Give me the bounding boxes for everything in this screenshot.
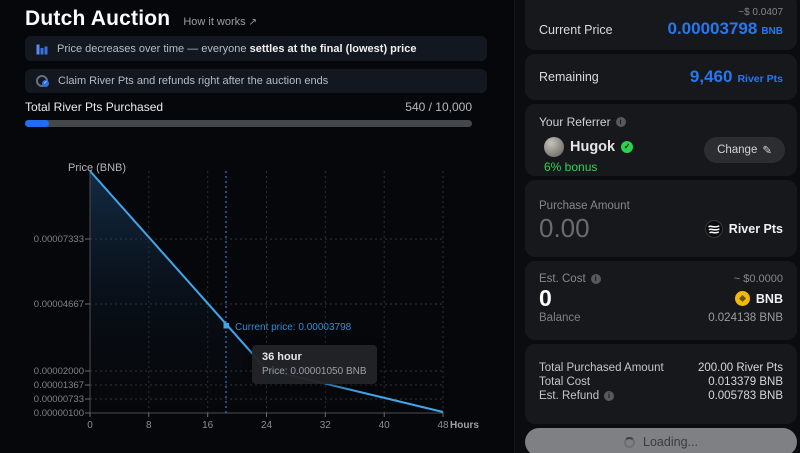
spinner-icon [624, 436, 636, 448]
progress-value: 540 / 10,000 [405, 100, 472, 114]
svg-text:0.00002000: 0.00002000 [34, 366, 84, 377]
est-refund-label: Est. Refund [539, 390, 615, 402]
pencil-icon: ✎ [762, 145, 772, 157]
total-purchased-value: 200.00 River Pts [697, 362, 783, 374]
external-link-icon: ↗ [248, 17, 258, 28]
summary-row: Total Cost 0.013379 BNB [539, 375, 783, 389]
bar-chart-icon [36, 44, 48, 54]
river-pts-label: River Pts [728, 221, 783, 236]
svg-text:16: 16 [202, 420, 214, 431]
river-pts-icon [704, 219, 723, 238]
claim-refund-icon: ✓ [36, 75, 49, 87]
svg-text:0.00004667: 0.00004667 [34, 299, 84, 310]
svg-text:40: 40 [379, 420, 391, 431]
loading-button-label: Loading... [643, 435, 698, 449]
change-referrer-button[interactable]: Change ✎ [704, 137, 785, 163]
bnb-coin-icon [734, 291, 750, 307]
chart-tooltip: 36 hour Price: 0.00001050 BNB [252, 345, 377, 384]
axis-ticks [85, 238, 444, 417]
banner-claim-refunds: ✓ Claim River Pts and refunds right afte… [25, 69, 487, 93]
y-tick-labels: 0.00007333 0.00004667 0.00002000 0.00001… [34, 234, 84, 419]
summary-card: Total Purchased Amount 200.00 River Pts … [525, 344, 797, 424]
current-price-label: Current Price [539, 23, 613, 37]
total-purchased-label: Total Purchased Amount [539, 362, 664, 374]
chart-title: Price (BNB) [68, 162, 126, 174]
tooltip-body: Price: 0.00001050 BNB [262, 366, 367, 377]
info-icon[interactable] [615, 117, 626, 127]
page-header: Dutch Auction How it works ↗ [25, 7, 257, 31]
est-cost-value: 0 [539, 285, 552, 311]
price-chart-svg: Price (BNB) [34, 162, 480, 431]
info-icon[interactable] [590, 274, 601, 284]
banner-price-decreases: Price decreases over time — everyone set… [25, 36, 487, 61]
progress-label: Total River Pts Purchased [25, 100, 164, 114]
how-it-works-link[interactable]: How it works ↗ [183, 16, 258, 28]
referrer-label: Your Referrer [539, 115, 783, 129]
area-fill [90, 171, 443, 413]
est-cost-card: Est. Cost ~ $0.0000 0 BNB Balance 0.0241… [525, 261, 797, 340]
balance-value: 0.024138 BNB [708, 312, 783, 325]
svg-text:0: 0 [87, 420, 93, 431]
progress-bar-fill [25, 120, 50, 127]
total-cost-value: 0.013379 BNB [708, 376, 783, 388]
info-icon[interactable] [604, 391, 615, 401]
current-price-card: Current Price ~$ 0.0407 0.00003798 BNB [525, 0, 797, 50]
svg-text:0.00000733: 0.00000733 [34, 394, 84, 405]
referrer-name: Hugok [570, 139, 616, 155]
current-price-label: Current price: 0.00003798 [235, 322, 352, 333]
current-price-marker [223, 323, 229, 329]
svg-text:24: 24 [261, 420, 273, 431]
svg-text:8: 8 [146, 420, 152, 431]
total-cost-label: Total Cost [539, 376, 591, 388]
referrer-identity: Hugok ✓ [544, 137, 783, 157]
remaining-label: Remaining [539, 70, 599, 84]
banner-text: Price decreases over time — everyone set… [57, 42, 417, 55]
progress-bar [25, 120, 472, 127]
est-cost-label: Est. Cost [539, 273, 601, 285]
verified-badge-icon: ✓ [621, 141, 634, 153]
purchase-panel: Current Price ~$ 0.0407 0.00003798 BNB Re… [514, 0, 800, 453]
purchase-amount-input[interactable] [539, 213, 679, 244]
remaining-value: 9,460 River Pts [689, 67, 783, 86]
svg-text:0.00001367: 0.00001367 [34, 380, 84, 391]
price-chart[interactable]: Price (BNB) [0, 160, 505, 453]
page-title: Dutch Auction [25, 7, 171, 30]
river-pts-token: River Pts [704, 219, 783, 238]
svg-text:0.00007333: 0.00007333 [34, 234, 84, 245]
referrer-avatar [544, 137, 564, 157]
purchase-amount-card: Purchase Amount River Pts [525, 180, 797, 257]
est-refund-value: 0.005783 BNB [708, 390, 783, 402]
est-cost-usd: ~ $0.0000 [733, 273, 783, 285]
summary-row: Total Purchased Amount 200.00 River Pts [539, 361, 783, 375]
purchase-amount-label: Purchase Amount [539, 200, 630, 212]
remaining-card: Remaining 9,460 River Pts [525, 54, 797, 100]
current-price-value: 0.00003798 BNB [667, 19, 784, 38]
summary-row: Est. Refund 0.005783 BNB [539, 389, 783, 403]
banner-text: Claim River Pts and refunds right after … [58, 75, 329, 87]
svg-text:32: 32 [320, 420, 332, 431]
progress-header: Total River Pts Purchased 540 / 10,000 [25, 100, 472, 114]
svg-text:48: 48 [437, 420, 449, 431]
referrer-bonus: 6% bonus [544, 160, 598, 174]
loading-button[interactable]: Loading... [525, 428, 797, 453]
x-axis-unit: Hours [450, 420, 479, 431]
current-price-usd: ~$ 0.0407 [738, 7, 783, 18]
bnb-token: BNB [734, 291, 783, 307]
tooltip-title: 36 hour [262, 351, 302, 363]
svg-text:0.00000100: 0.00000100 [34, 408, 84, 419]
bnb-label: BNB [755, 291, 783, 306]
referrer-card: Your Referrer Hugok ✓ 6% bonus Change✎ [525, 104, 797, 176]
balance-label: Balance [539, 312, 581, 325]
x-tick-labels: 0 8 16 24 32 40 48 [87, 420, 449, 431]
